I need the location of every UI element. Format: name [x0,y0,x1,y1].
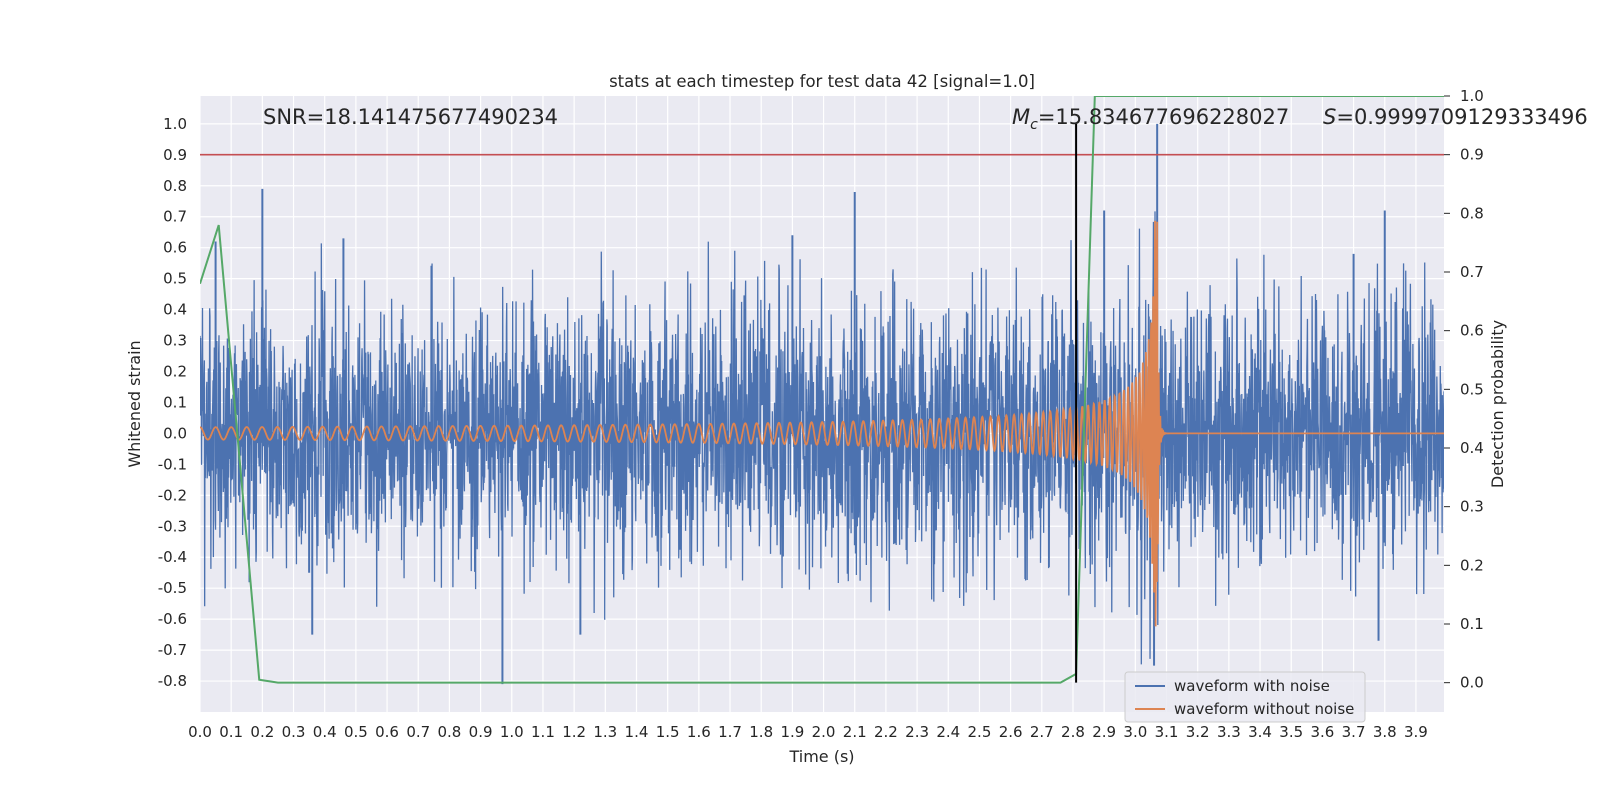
x-tick-label: 1.9 [780,723,804,741]
y2-tick-label: 0.5 [1460,380,1484,398]
y-tick-label: 0.3 [163,332,187,350]
x-tick-label: 0.2 [250,723,274,741]
y-tick-label: 1.0 [163,115,187,133]
x-tick-label: 3.6 [1310,723,1334,741]
y-axis-label: Whitened strain [125,340,144,467]
y-tick-label: 0.0 [163,424,187,442]
significance-annotation: S=0.9999709129333496 [1323,105,1588,129]
x-tick-label: 1.7 [718,723,742,741]
y-tick-label: -0.1 [158,455,187,473]
ticks-layer: 0.0 0.1 0.2 0.3 0.4 0.5 0.6 0.7 0.8 0.9 1.0 1.1 1.2 1… [158,87,1484,741]
x-tick-label: 3.9 [1404,723,1428,741]
x-tick-label: 3.0 [1123,723,1147,741]
y2-tick-label: 0.1 [1460,615,1484,633]
y2-axis-label: Detection probability [1488,320,1507,488]
y2-tick-label: 1.0 [1460,87,1484,105]
y-tick-label: 0.2 [163,362,187,380]
y-tick-label: -0.4 [158,548,187,566]
y2-tick-label: 0.4 [1460,439,1484,457]
series-noisy-waveform [200,211,1444,665]
y2-tick-label: 0.0 [1460,674,1484,692]
y2-tick-label: 0.3 [1460,498,1484,516]
chirp-mass-symbol: M [1012,105,1030,129]
x-tick-label: 0.6 [375,723,399,741]
x-tick-label: 1.2 [562,723,586,741]
x-tick-label: 3.8 [1373,723,1397,741]
y-tick-label: 0.5 [163,270,187,288]
snr-annotation: SNR=18.141475677490234 [263,105,558,129]
x-tick-label: 2.8 [1061,723,1085,741]
x-tick-label: 3.2 [1186,723,1210,741]
x-tick-label: 2.6 [999,723,1023,741]
x-tick-label: 0.3 [282,723,306,741]
x-tick-label: 2.0 [812,723,836,741]
x-tick-label: 3.7 [1342,723,1366,741]
x-tick-label: 1.5 [656,723,680,741]
legend: waveform with noise waveform without noi… [1124,671,1366,723]
x-tick-label: 3.4 [1248,723,1272,741]
y2-tick-label: 0.8 [1460,204,1484,222]
x-tick-label: 2.7 [1030,723,1054,741]
x-tick-label: 3.1 [1155,723,1179,741]
x-tick-label: 1.4 [625,723,649,741]
significance-symbol: S [1323,105,1336,129]
x-tick-label: 2.4 [936,723,960,741]
x-tick-label: 1.0 [500,723,524,741]
y-tick-label: -0.7 [158,641,187,659]
y-tick-label: 0.8 [163,177,187,195]
y-tick-label: -0.3 [158,517,187,535]
x-tick-label: 1.3 [593,723,617,741]
chirp-mass-annotation: Mc=15.834677696228027 [1012,105,1289,133]
x-tick-label: 3.5 [1279,723,1303,741]
x-tick-label: 1.6 [687,723,711,741]
series-clean-waveform [200,220,1444,627]
x-tick-label: 0.7 [406,723,430,741]
x-tick-label: 0.4 [313,723,337,741]
y-tick-label: -0.2 [158,486,187,504]
legend-box [1124,671,1366,723]
chirp-mass-subscript: c [1030,117,1038,133]
y-tick-label: -0.8 [158,672,187,690]
x-tick-label: 0.0 [188,723,212,741]
x-tick-label: 0.9 [469,723,493,741]
y-tick-label: 0.6 [163,239,187,257]
x-tick-label: 0.1 [219,723,243,741]
legend-label-clean: waveform without noise [1174,700,1354,718]
y-tick-label: 0.4 [163,301,187,319]
y2-tick-label: 0.6 [1460,322,1484,340]
x-tick-label: 0.8 [437,723,461,741]
chart-title: stats at each timestep for test data 42 … [609,72,1035,91]
legend-label-noisy: waveform with noise [1174,677,1330,695]
x-axis-label: Time (s) [788,747,854,766]
x-tick-label: 0.5 [344,723,368,741]
y-tick-label: 0.7 [163,208,187,226]
y2-tick-label: 0.9 [1460,146,1484,164]
y-tick-label: 0.1 [163,393,187,411]
y-tick-label: -0.6 [158,610,187,628]
x-tick-label: 2.2 [874,723,898,741]
y2-tick-label: 0.7 [1460,263,1484,281]
x-tick-label: 2.5 [968,723,992,741]
y-tick-label: -0.5 [158,579,187,597]
x-tick-label: 1.1 [531,723,555,741]
series-detection-probability [200,96,1444,684]
chirp-mass-value: =15.834677696228027 [1038,105,1289,129]
x-tick-label: 1.8 [749,723,773,741]
series-layer [200,96,1444,685]
x-tick-label: 2.1 [843,723,867,741]
y2-tick-label: 0.2 [1460,556,1484,574]
x-tick-label: 2.9 [1092,723,1116,741]
x-tick-label: 3.3 [1217,723,1241,741]
x-tick-label: 2.3 [905,723,929,741]
significance-value: =0.9999709129333496 [1336,105,1587,129]
y-tick-label: 0.9 [163,146,187,164]
